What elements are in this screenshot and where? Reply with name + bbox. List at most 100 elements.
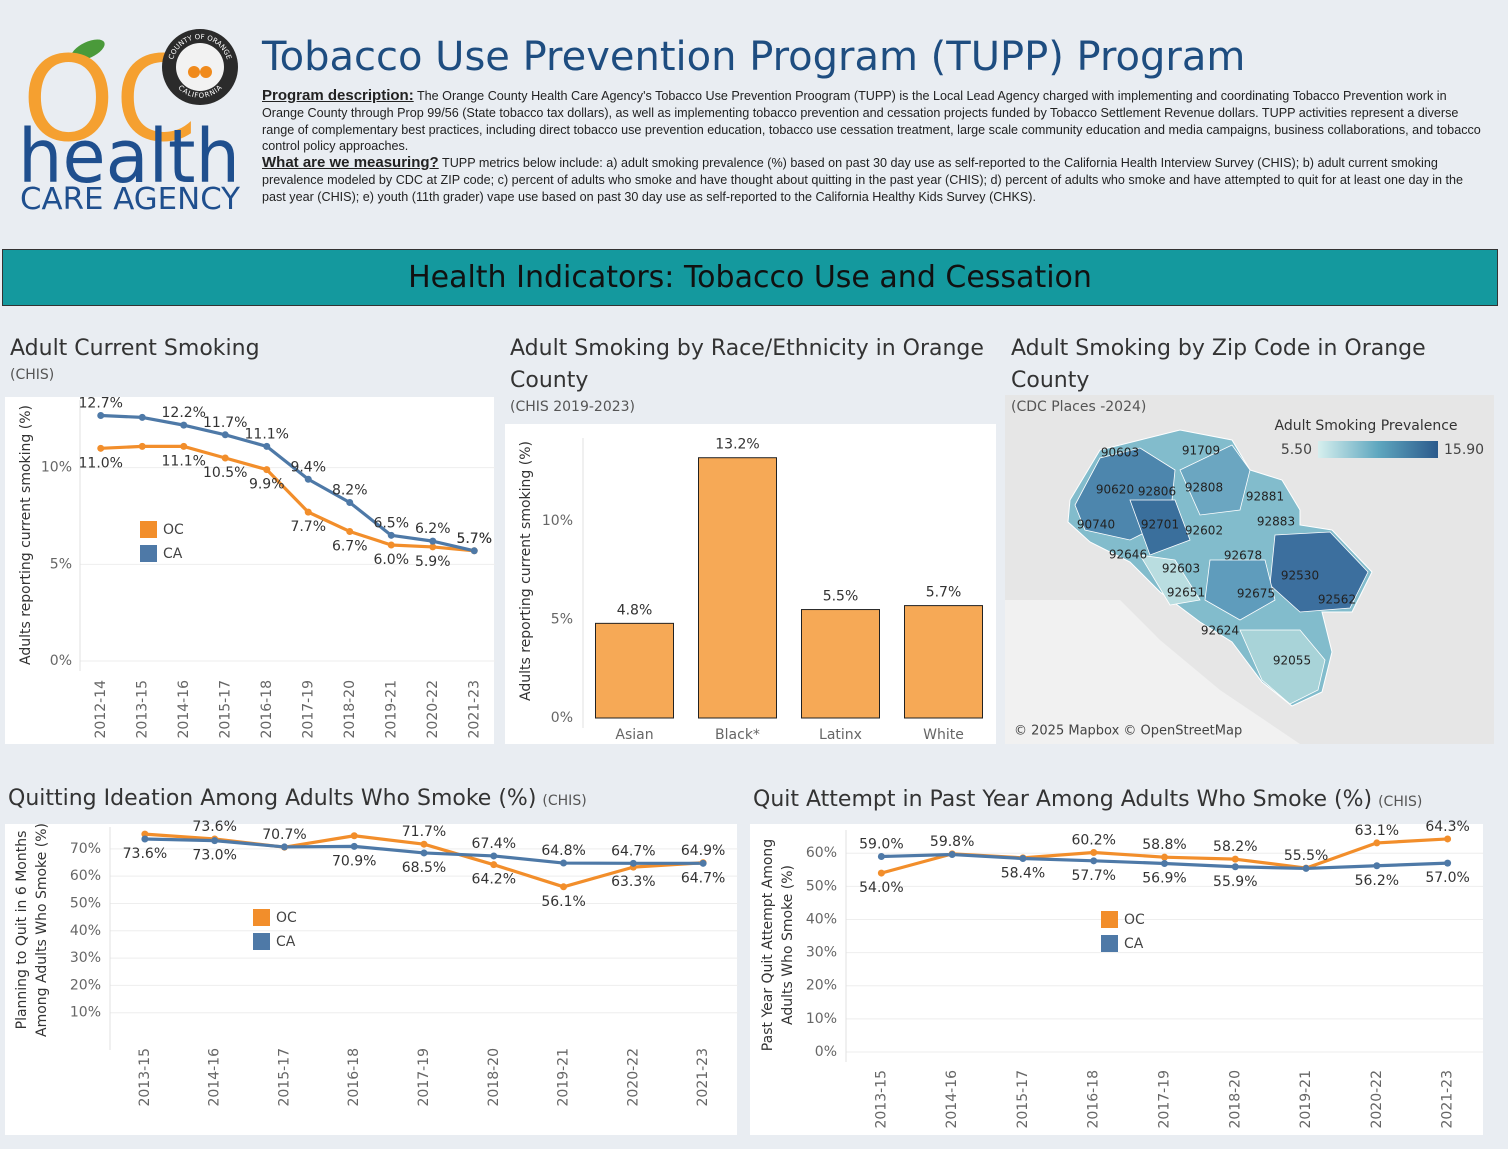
y-tick-label: 30% [806, 945, 837, 961]
y-tick-label: 50% [806, 878, 837, 894]
data-label: 13.2% [715, 437, 759, 453]
chart-subtitle: (CHIS 2019-2023) [510, 399, 636, 415]
point [490, 852, 498, 860]
data-label: 5.7% [926, 585, 962, 601]
x-tick-label: 2020-22 [625, 1048, 641, 1107]
x-tick-label: 2013-15 [137, 1048, 153, 1107]
chart-title: Adult Smoking by Race/Ethnicity in Orang… [510, 336, 984, 393]
data-label: 5.5% [823, 589, 859, 605]
data-label: 54.0% [859, 880, 903, 896]
zip-label: 92678 [1224, 549, 1262, 563]
y-tick-label: 20% [70, 977, 101, 993]
chart-panel [5, 397, 494, 744]
data-label: 11.1% [162, 453, 206, 469]
point [420, 840, 428, 848]
point [387, 541, 395, 549]
legend-swatch [253, 909, 270, 926]
y-axis-label: Past Year Quit Attempt Among [760, 839, 776, 1051]
zip-label: 90603 [1101, 446, 1139, 460]
x-tick-label: 2016-18 [259, 680, 275, 739]
point [1090, 849, 1098, 857]
bar [595, 622, 674, 719]
description-label: Program description: [262, 87, 414, 104]
legend-label: CA [276, 934, 296, 950]
data-label: 9.9% [249, 477, 285, 493]
chart-subtitle: (CHIS) [542, 793, 587, 809]
x-tick-label: 2014-16 [207, 1048, 223, 1107]
legend-swatch [140, 545, 157, 562]
logo-sub: CARE AGENCY [20, 182, 241, 217]
logo-name: health [18, 114, 240, 200]
data-label: 64.9% [681, 843, 725, 859]
point [1090, 857, 1098, 865]
data-label: 5.7% [456, 531, 492, 547]
y-tick-label: 60% [70, 868, 101, 884]
point [180, 442, 188, 450]
point [346, 527, 354, 535]
y-tick-label: 20% [806, 978, 837, 994]
chart-title-box: Adult Smoking by Race/Ethnicity in Orang… [510, 333, 990, 417]
map-region [1129, 499, 1191, 556]
bar [698, 457, 777, 719]
legend-label: OC [1124, 912, 1145, 928]
point [1019, 854, 1027, 862]
data-label: 4.8% [617, 602, 653, 618]
description: Program description: The Orange County H… [262, 87, 1487, 206]
x-tick-label: Asian [615, 727, 653, 743]
x-tick-label: 2017-19 [1157, 1070, 1173, 1129]
zip-label: 92808 [1185, 481, 1223, 495]
series-line [100, 444, 475, 553]
x-tick-label: 2012-14 [93, 680, 109, 739]
x-tick-label: 2017-19 [300, 680, 316, 739]
point [97, 444, 105, 452]
point [221, 454, 229, 462]
x-tick-label: 2019-21 [383, 680, 399, 739]
seal-fruit [188, 66, 200, 78]
y-tick-label: 0% [815, 1044, 837, 1060]
data-label: 56.2% [1355, 873, 1399, 889]
point [138, 442, 146, 450]
data-label: 73.6% [192, 819, 236, 835]
zip-label: 92624 [1201, 624, 1239, 638]
point [877, 869, 885, 877]
map-region [1204, 559, 1276, 621]
data-label: 5.9% [415, 554, 451, 570]
description-text: The Orange County Health Care Agency's T… [262, 89, 1481, 154]
legend-swatch [1101, 935, 1118, 952]
zip-label: 92675 [1237, 587, 1275, 601]
x-tick-label: 2013-15 [134, 680, 150, 739]
y-tick-label: 30% [70, 950, 101, 966]
point [280, 843, 288, 851]
point [211, 837, 219, 845]
point [470, 547, 478, 555]
map-ocean [1005, 600, 1300, 744]
legend-label: CA [163, 546, 183, 562]
data-label: 57.7% [1071, 868, 1115, 884]
x-tick-label: 2015-17 [1015, 1070, 1031, 1129]
point [1373, 839, 1381, 847]
zip-label: 92701 [1141, 518, 1179, 532]
y-tick-label: 10% [542, 513, 573, 529]
point [141, 830, 149, 838]
data-label: 7.7% [290, 519, 326, 535]
point [629, 859, 637, 867]
zip-label: 92562 [1318, 593, 1356, 607]
y-tick-label: 50% [70, 895, 101, 911]
data-label: 64.3% [1425, 819, 1469, 835]
y-tick-label: 0% [551, 710, 573, 726]
measuring-label: What are we measuring? [262, 154, 439, 172]
banner: Health Indicators: Tobacco Use and Cessa… [2, 249, 1498, 306]
data-label: 71.7% [402, 824, 446, 840]
y-tick-label: 5% [551, 611, 573, 627]
point [387, 531, 395, 539]
data-label: 60.2% [1071, 833, 1115, 849]
data-label: 8.2% [332, 482, 368, 498]
data-label: 63.1% [1355, 823, 1399, 839]
point [180, 421, 188, 429]
data-label: 64.7% [611, 843, 655, 859]
point [1373, 862, 1381, 870]
point [1444, 835, 1452, 843]
point [263, 442, 271, 450]
point [1161, 859, 1168, 867]
